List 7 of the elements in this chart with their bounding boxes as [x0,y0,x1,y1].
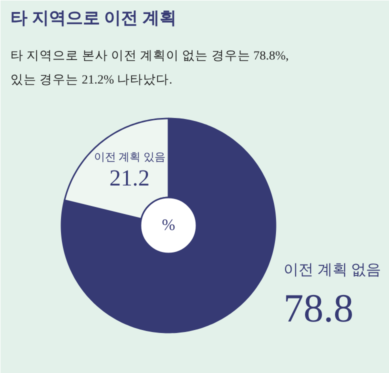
chart-subtitle: 타 지역으로 본사 이전 계획이 없는 경우는 78.8%, 있는 경우는 21.2% 나타났다. [10,48,289,86]
slice-label: 이전 계획 있음 [94,151,166,164]
data-label: 78.8 [284,286,354,330]
data-label: 21.2 [109,165,150,190]
text: % [162,217,176,234]
chart-title: 타 지역으로 이전 계획 [10,8,176,28]
slice-label: 이전 계획 없음 [284,262,381,278]
